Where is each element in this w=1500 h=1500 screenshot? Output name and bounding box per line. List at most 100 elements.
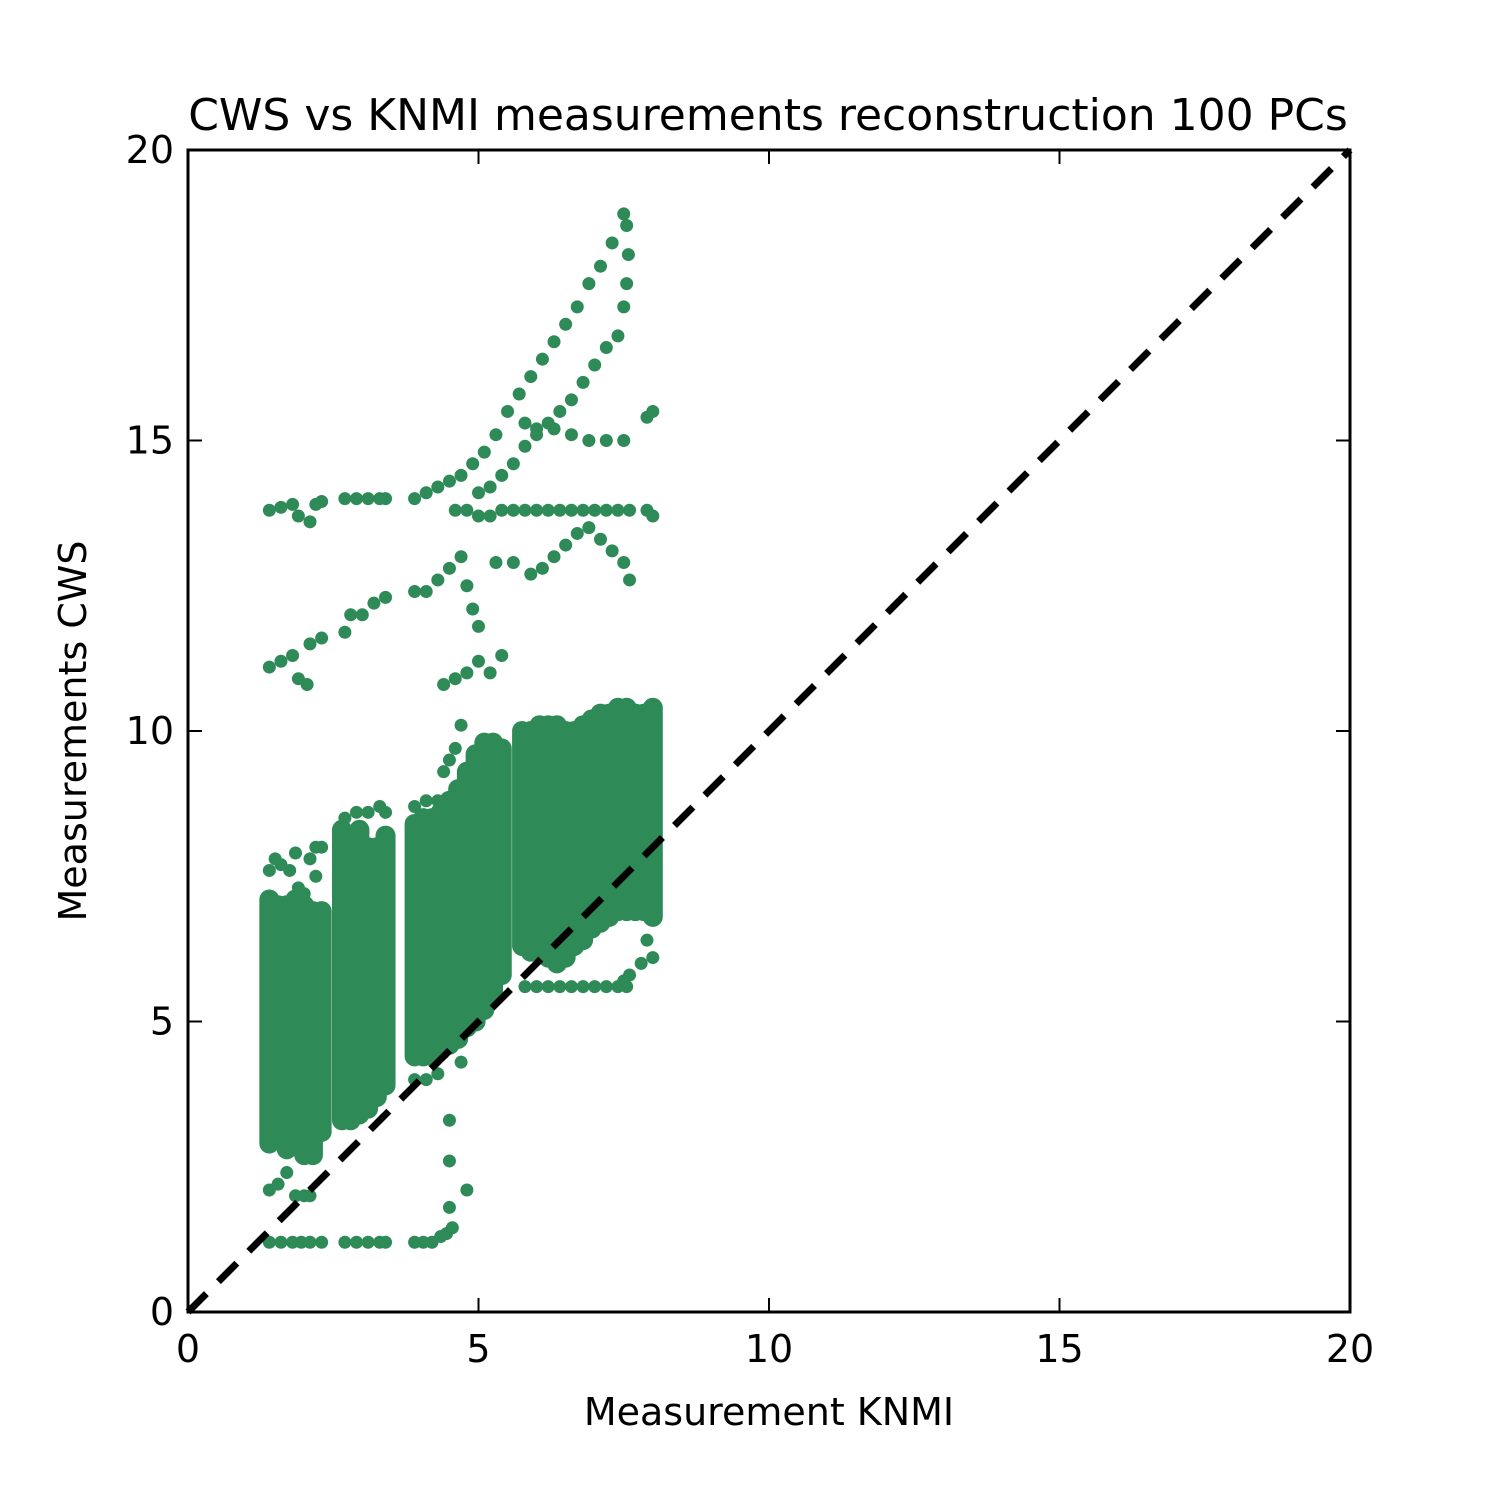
- data-point: [448, 741, 462, 755]
- data-point: [454, 550, 468, 564]
- data-point: [564, 503, 578, 517]
- data-point: [646, 404, 660, 418]
- data-point: [518, 503, 532, 517]
- data-point: [442, 1200, 456, 1214]
- data-point: [541, 503, 555, 517]
- data-point: [315, 840, 329, 854]
- data-point: [448, 672, 462, 686]
- data-point: [620, 219, 634, 233]
- data-point: [640, 933, 654, 947]
- data-point: [361, 805, 375, 819]
- data-point: [495, 648, 509, 662]
- x-tick-label: 0: [176, 1327, 200, 1371]
- data-point: [599, 980, 613, 994]
- data-point: [634, 956, 648, 970]
- data-point: [530, 980, 544, 994]
- x-tick-label: 20: [1326, 1327, 1374, 1371]
- data-point: [445, 1221, 459, 1235]
- data-point: [547, 550, 561, 564]
- data-point: [576, 980, 590, 994]
- data-point: [553, 503, 567, 517]
- data-point: [355, 608, 369, 622]
- data-point: [576, 375, 590, 389]
- data-point: [506, 503, 520, 517]
- data-point: [442, 561, 456, 575]
- data-point: [379, 590, 393, 604]
- data-point: [512, 387, 526, 401]
- data-point: [541, 980, 555, 994]
- data-point: [477, 445, 491, 459]
- data-point: [361, 492, 375, 506]
- data-point: [379, 492, 393, 506]
- data-point: [431, 1067, 445, 1081]
- data-point: [361, 1235, 375, 1249]
- data-point: [460, 666, 474, 680]
- data-point: [547, 422, 561, 436]
- data-point: [297, 887, 311, 901]
- data-point: [547, 335, 561, 349]
- data-point: [524, 370, 538, 384]
- data-point: [535, 561, 549, 575]
- data-point: [286, 648, 300, 662]
- reference-diagonal-line: [185, 147, 1353, 1315]
- data-point: [570, 526, 584, 540]
- data-point: [419, 794, 433, 808]
- data-point: [460, 503, 474, 517]
- data-point: [489, 428, 503, 442]
- data-point: [559, 317, 573, 331]
- data-point: [437, 765, 451, 779]
- y-tick-label: 0: [150, 1290, 174, 1334]
- data-point: [291, 509, 305, 523]
- data-point: [271, 1177, 285, 1191]
- data-point: [262, 503, 276, 517]
- data-point: [530, 503, 544, 517]
- data-point: [472, 486, 485, 500]
- data-point: [315, 1235, 329, 1249]
- data-point: [599, 434, 613, 447]
- data-point: [495, 468, 509, 482]
- data-point: [262, 863, 276, 877]
- data-point: [431, 480, 445, 494]
- data-point: [564, 980, 578, 994]
- data-point: [553, 980, 567, 994]
- data-point: [431, 573, 445, 587]
- data-point: [594, 532, 608, 546]
- data-point: [274, 500, 288, 514]
- data-point: [379, 805, 393, 819]
- y-axis-label: Measurements CWS: [51, 541, 95, 922]
- data-point: [442, 1113, 456, 1127]
- data-point: [262, 660, 276, 674]
- data-point: [617, 207, 631, 221]
- data-point: [472, 509, 485, 523]
- data-point: [408, 800, 422, 814]
- data-point: [518, 980, 532, 994]
- data-point: [621, 248, 635, 262]
- data-point: [530, 422, 544, 436]
- data-point: [419, 486, 433, 500]
- data-point: [283, 863, 297, 877]
- data-point: [620, 277, 634, 291]
- data-point: [472, 654, 485, 668]
- data-point: [338, 625, 352, 639]
- data-point: [303, 852, 317, 866]
- x-tick-label: 15: [1035, 1327, 1083, 1371]
- data-point: [349, 1235, 363, 1249]
- data-point: [280, 1166, 294, 1180]
- data-point: [576, 503, 590, 517]
- data-point: [617, 556, 631, 570]
- data-point: [349, 492, 363, 506]
- data-point: [442, 753, 456, 767]
- data-point: [588, 980, 602, 994]
- data-point: [300, 678, 314, 692]
- data-point: [466, 457, 480, 471]
- y-tick-label: 5: [150, 1000, 174, 1044]
- data-point: [274, 1235, 288, 1249]
- data-point: [564, 428, 578, 442]
- data-point: [599, 503, 613, 517]
- data-point: [483, 509, 497, 523]
- data-point: [588, 503, 602, 517]
- data-point: [288, 846, 302, 860]
- data-point: [623, 573, 637, 587]
- data-point: [623, 503, 637, 517]
